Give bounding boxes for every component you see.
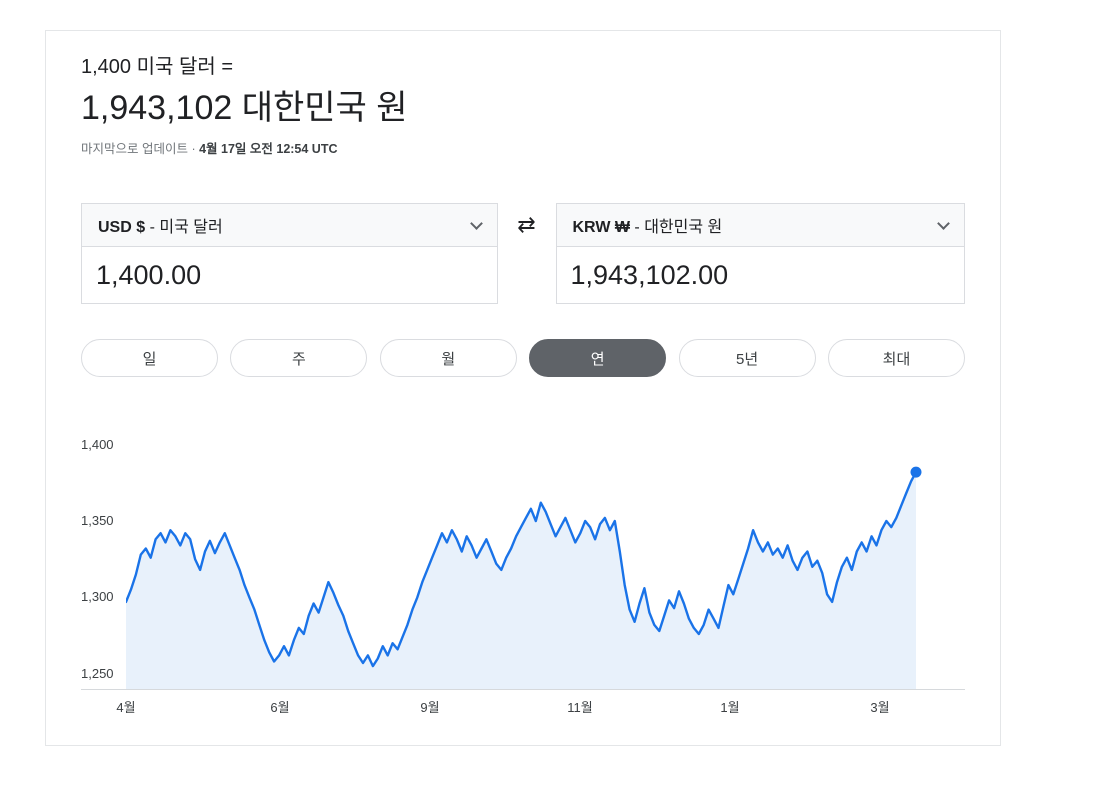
to-amount-input[interactable] <box>555 247 965 304</box>
from-currency-select[interactable]: USD $ - 미국 달러 <box>81 203 498 247</box>
latest-point-dot <box>910 466 922 478</box>
x-axis-label: 3월 <box>870 700 890 715</box>
swap-currencies-button[interactable]: ⇄ <box>511 212 541 238</box>
conversion-source-text: 1,400 미국 달러 = <box>81 56 233 78</box>
from-currency-code: USD $ <box>98 219 146 236</box>
chart-body: 1,400 1,350 1,300 1,250 <box>81 437 965 689</box>
currency-converter-card: 1,400 미국 달러 = 1,943,102 대한민국 원 마지막으로 업데이… <box>45 30 1001 746</box>
x-axis-label: 11월 <box>567 700 593 715</box>
to-currency-select[interactable]: KRW ₩ - 대한민국 원 <box>555 203 965 247</box>
from-currency-label: USD $ - 미국 달러 <box>98 213 223 237</box>
last-updated-text: 마지막으로 업데이트 · 4월 17일 오전 12:54 UTC <box>81 141 965 157</box>
to-currency-label: KRW ₩ - 대한민국 원 <box>573 213 723 237</box>
last-updated-prefix: 마지막으로 업데이트 · <box>81 142 200 156</box>
chart-x-axis: 4월 6월 9월 11월 1월 3월 <box>81 689 965 719</box>
range-day-button[interactable]: 일 <box>81 339 218 377</box>
swap-arrows-icon: ⇄ <box>517 212 536 237</box>
range-year-button[interactable]: 연 <box>529 339 667 377</box>
to-currency-separator: - <box>629 219 645 236</box>
from-currency-box: USD $ - 미국 달러 <box>81 203 498 304</box>
from-currency-separator: - <box>145 219 160 236</box>
swap-area: ⇄ <box>498 203 556 247</box>
y-axis-label: 1,250 <box>81 666 114 681</box>
to-currency-name: 대한민국 원 <box>644 219 723 236</box>
last-updated-date: 4월 17일 오전 12:54 UTC <box>199 142 338 156</box>
to-currency-code: KRW ₩ <box>572 219 630 236</box>
range-5years-button[interactable]: 5년 <box>678 339 816 377</box>
conversion-result-text: 1,943,102 대한민국 원 <box>81 89 408 127</box>
chevron-down-icon <box>937 216 950 230</box>
chart-y-axis: 1,400 1,350 1,300 1,250 <box>81 437 126 689</box>
x-axis-label: 4월 <box>116 700 136 715</box>
time-range-tabs: 일 주 월 연 5년 최대 <box>81 339 965 377</box>
x-axis-label: 1월 <box>720 700 740 715</box>
chart-plot-area[interactable] <box>126 437 966 689</box>
x-axis-label: 9월 <box>420 700 440 715</box>
converter-row: USD $ - 미국 달러 ⇄ KRW ₩ - 대한민국 원 <box>81 203 965 304</box>
y-axis-label: 1,300 <box>81 589 114 604</box>
x-axis-label: 6월 <box>270 700 290 715</box>
exchange-rate-chart[interactable]: 1,400 1,350 1,300 1,250 4월 6월 9월 11월 1월 3월 <box>81 437 965 719</box>
chevron-down-icon <box>469 216 483 230</box>
from-amount-input[interactable] <box>81 247 498 304</box>
range-month-button[interactable]: 월 <box>379 339 517 377</box>
range-max-button[interactable]: 최대 <box>827 339 965 377</box>
chart-plot-svg <box>126 466 922 689</box>
from-currency-name: 미국 달러 <box>159 219 223 236</box>
y-axis-label: 1,350 <box>81 513 114 528</box>
y-axis-label: 1,400 <box>81 437 114 452</box>
range-week-button[interactable]: 주 <box>230 339 368 377</box>
to-currency-box: KRW ₩ - 대한민국 원 <box>555 203 965 304</box>
